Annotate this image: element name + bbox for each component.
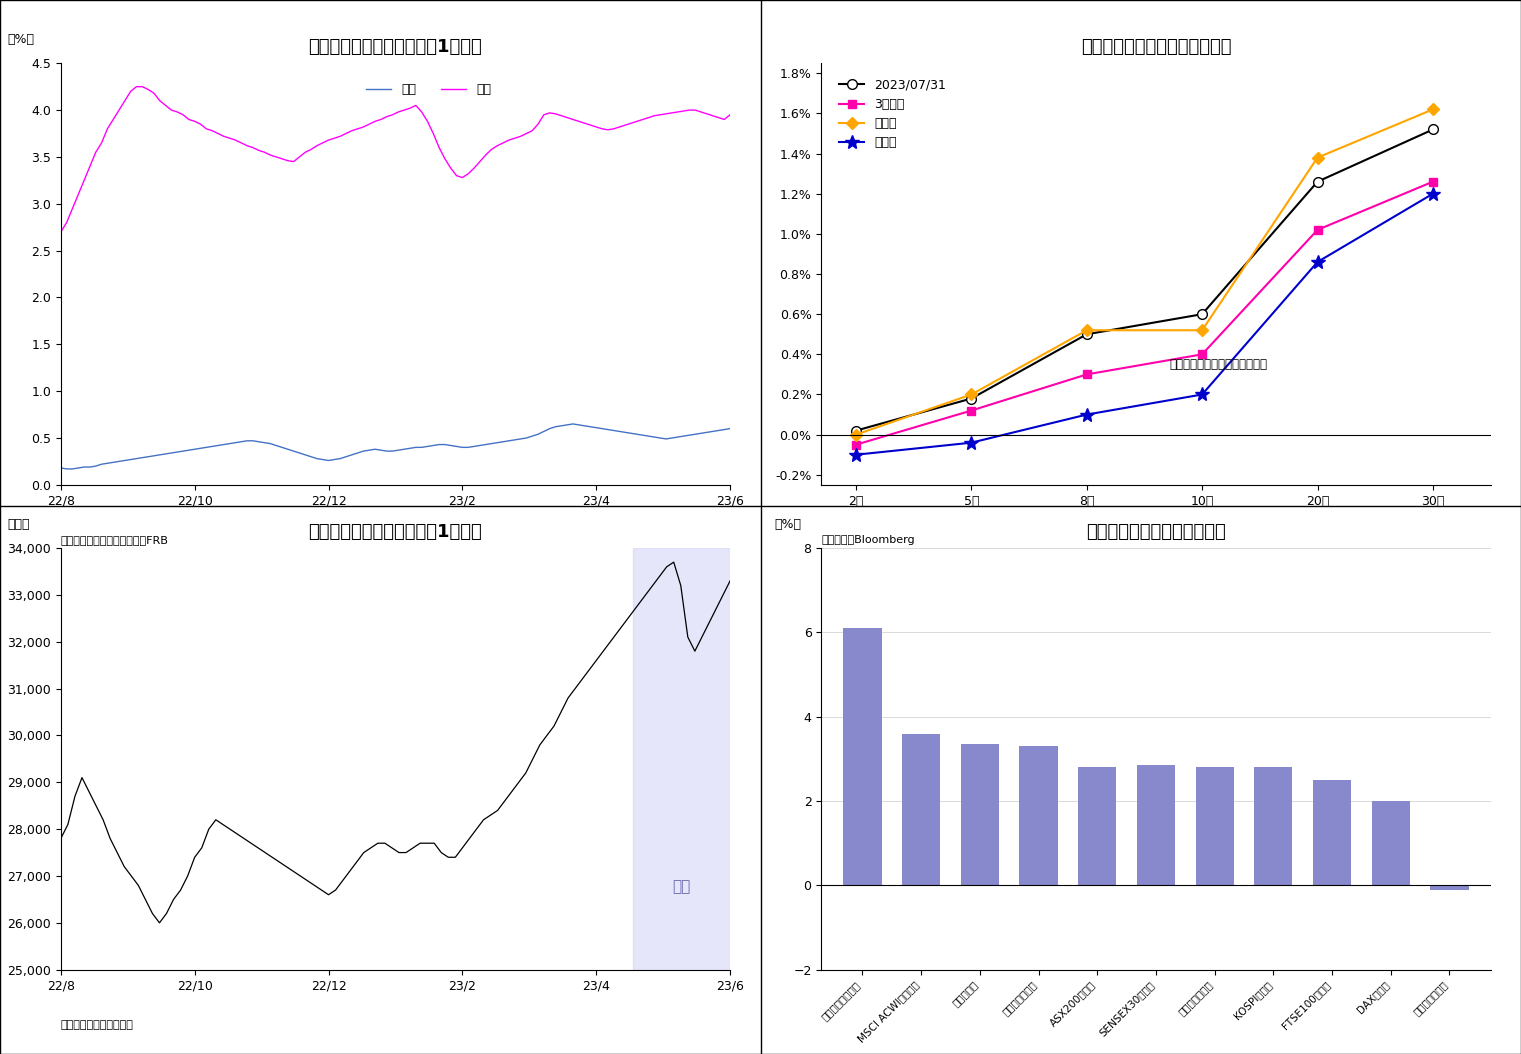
日本 — [604, 424, 622, 436]
１年前 — [1308, 256, 1326, 269]
3ヶ月前 — [1308, 223, 1326, 236]
Bar — [1430, 885, 1469, 890]
米国 — [674, 104, 692, 117]
Bar — [961, 744, 999, 885]
米国 — [599, 123, 618, 136]
2023/07/31 — [1308, 175, 1326, 188]
Line: 2023/07/31: 2023/07/31 — [852, 124, 1437, 435]
Line: 3ヶ月前: 3ヶ月前 — [852, 177, 1437, 449]
日本 — [505, 433, 523, 446]
１年前 — [963, 436, 981, 449]
Bar — [843, 628, 882, 885]
米国 — [284, 155, 303, 168]
１年前 — [1077, 408, 1095, 421]
半年前 — [1077, 324, 1095, 336]
Text: （円）: （円） — [8, 519, 30, 531]
１年前 — [1424, 188, 1442, 200]
Line: １年前: １年前 — [849, 187, 1440, 462]
米国 — [52, 226, 70, 238]
3ヶ月前 — [1077, 368, 1095, 380]
Bar — [1196, 767, 1234, 885]
Text: 過去の形状はいずれも月末時点: 過去の形状はいずれも月末時点 — [1170, 358, 1267, 371]
Bar — [1313, 780, 1351, 885]
2023/07/31 — [847, 425, 865, 437]
3ヶ月前 — [963, 405, 981, 417]
3ヶ月前 — [847, 438, 865, 451]
１年前 — [1192, 388, 1211, 401]
米国 — [128, 80, 146, 93]
Legend: 2023/07/31, 3ヶ月前, 半年前, １年前: 2023/07/31, 3ヶ月前, 半年前, １年前 — [835, 74, 951, 155]
Title: 主要国株価の騰落率（７月）: 主要国株価の騰落率（７月） — [1086, 523, 1226, 541]
半年前 — [847, 428, 865, 441]
Title: 日経平均株価の推移（直近1年間）: 日経平均株価の推移（直近1年間） — [309, 523, 482, 541]
Line: 日本: 日本 — [61, 424, 730, 469]
Text: 〔データ〕日本経済新聞: 〔データ〕日本経済新聞 — [61, 1020, 134, 1030]
Legend: 日本, 米国: 日本, 米国 — [362, 78, 496, 101]
Text: ７月: ７月 — [672, 879, 691, 894]
日本 — [622, 427, 640, 440]
半年前 — [1424, 103, 1442, 116]
2023/07/31 — [963, 392, 981, 405]
Line: 米国: 米国 — [61, 86, 730, 232]
Bar — [1372, 801, 1410, 885]
日本 — [465, 441, 484, 453]
日本 — [284, 445, 303, 457]
2023/07/31 — [1424, 123, 1442, 136]
Bar — [1078, 767, 1116, 885]
半年前 — [963, 388, 981, 401]
Bar — [1019, 746, 1057, 885]
米国 — [505, 132, 523, 144]
日本 — [52, 462, 70, 474]
3ヶ月前 — [1424, 175, 1442, 188]
Title: 日本国債イールドカーブの変化: 日本国債イールドカーブの変化 — [1081, 38, 1230, 56]
Text: （%）: （%） — [8, 34, 35, 46]
Text: （%）: （%） — [774, 519, 802, 531]
米国 — [721, 109, 739, 121]
米国 — [616, 119, 634, 132]
Line: 半年前: 半年前 — [852, 105, 1437, 438]
日本 — [58, 463, 76, 475]
Title: 日米長期金利の推移（直近1年間）: 日米長期金利の推移（直近1年間） — [309, 38, 482, 56]
Bar — [902, 734, 940, 885]
半年前 — [1308, 152, 1326, 164]
Text: 〔データ〕Bloomberg: 〔データ〕Bloomberg — [821, 535, 916, 545]
Bar — [1136, 765, 1176, 885]
半年前 — [1192, 324, 1211, 336]
日本 — [564, 417, 583, 430]
2023/07/31 — [1192, 308, 1211, 320]
Bar — [1255, 767, 1293, 885]
日本 — [721, 423, 739, 435]
米国 — [465, 162, 484, 175]
Text: 〔データ〕日本証券業協会、FRB: 〔データ〕日本証券業協会、FRB — [61, 535, 169, 545]
Bar — [633, 548, 730, 970]
3ヶ月前 — [1192, 348, 1211, 360]
１年前 — [847, 448, 865, 461]
2023/07/31 — [1077, 328, 1095, 340]
日本 — [680, 429, 698, 442]
